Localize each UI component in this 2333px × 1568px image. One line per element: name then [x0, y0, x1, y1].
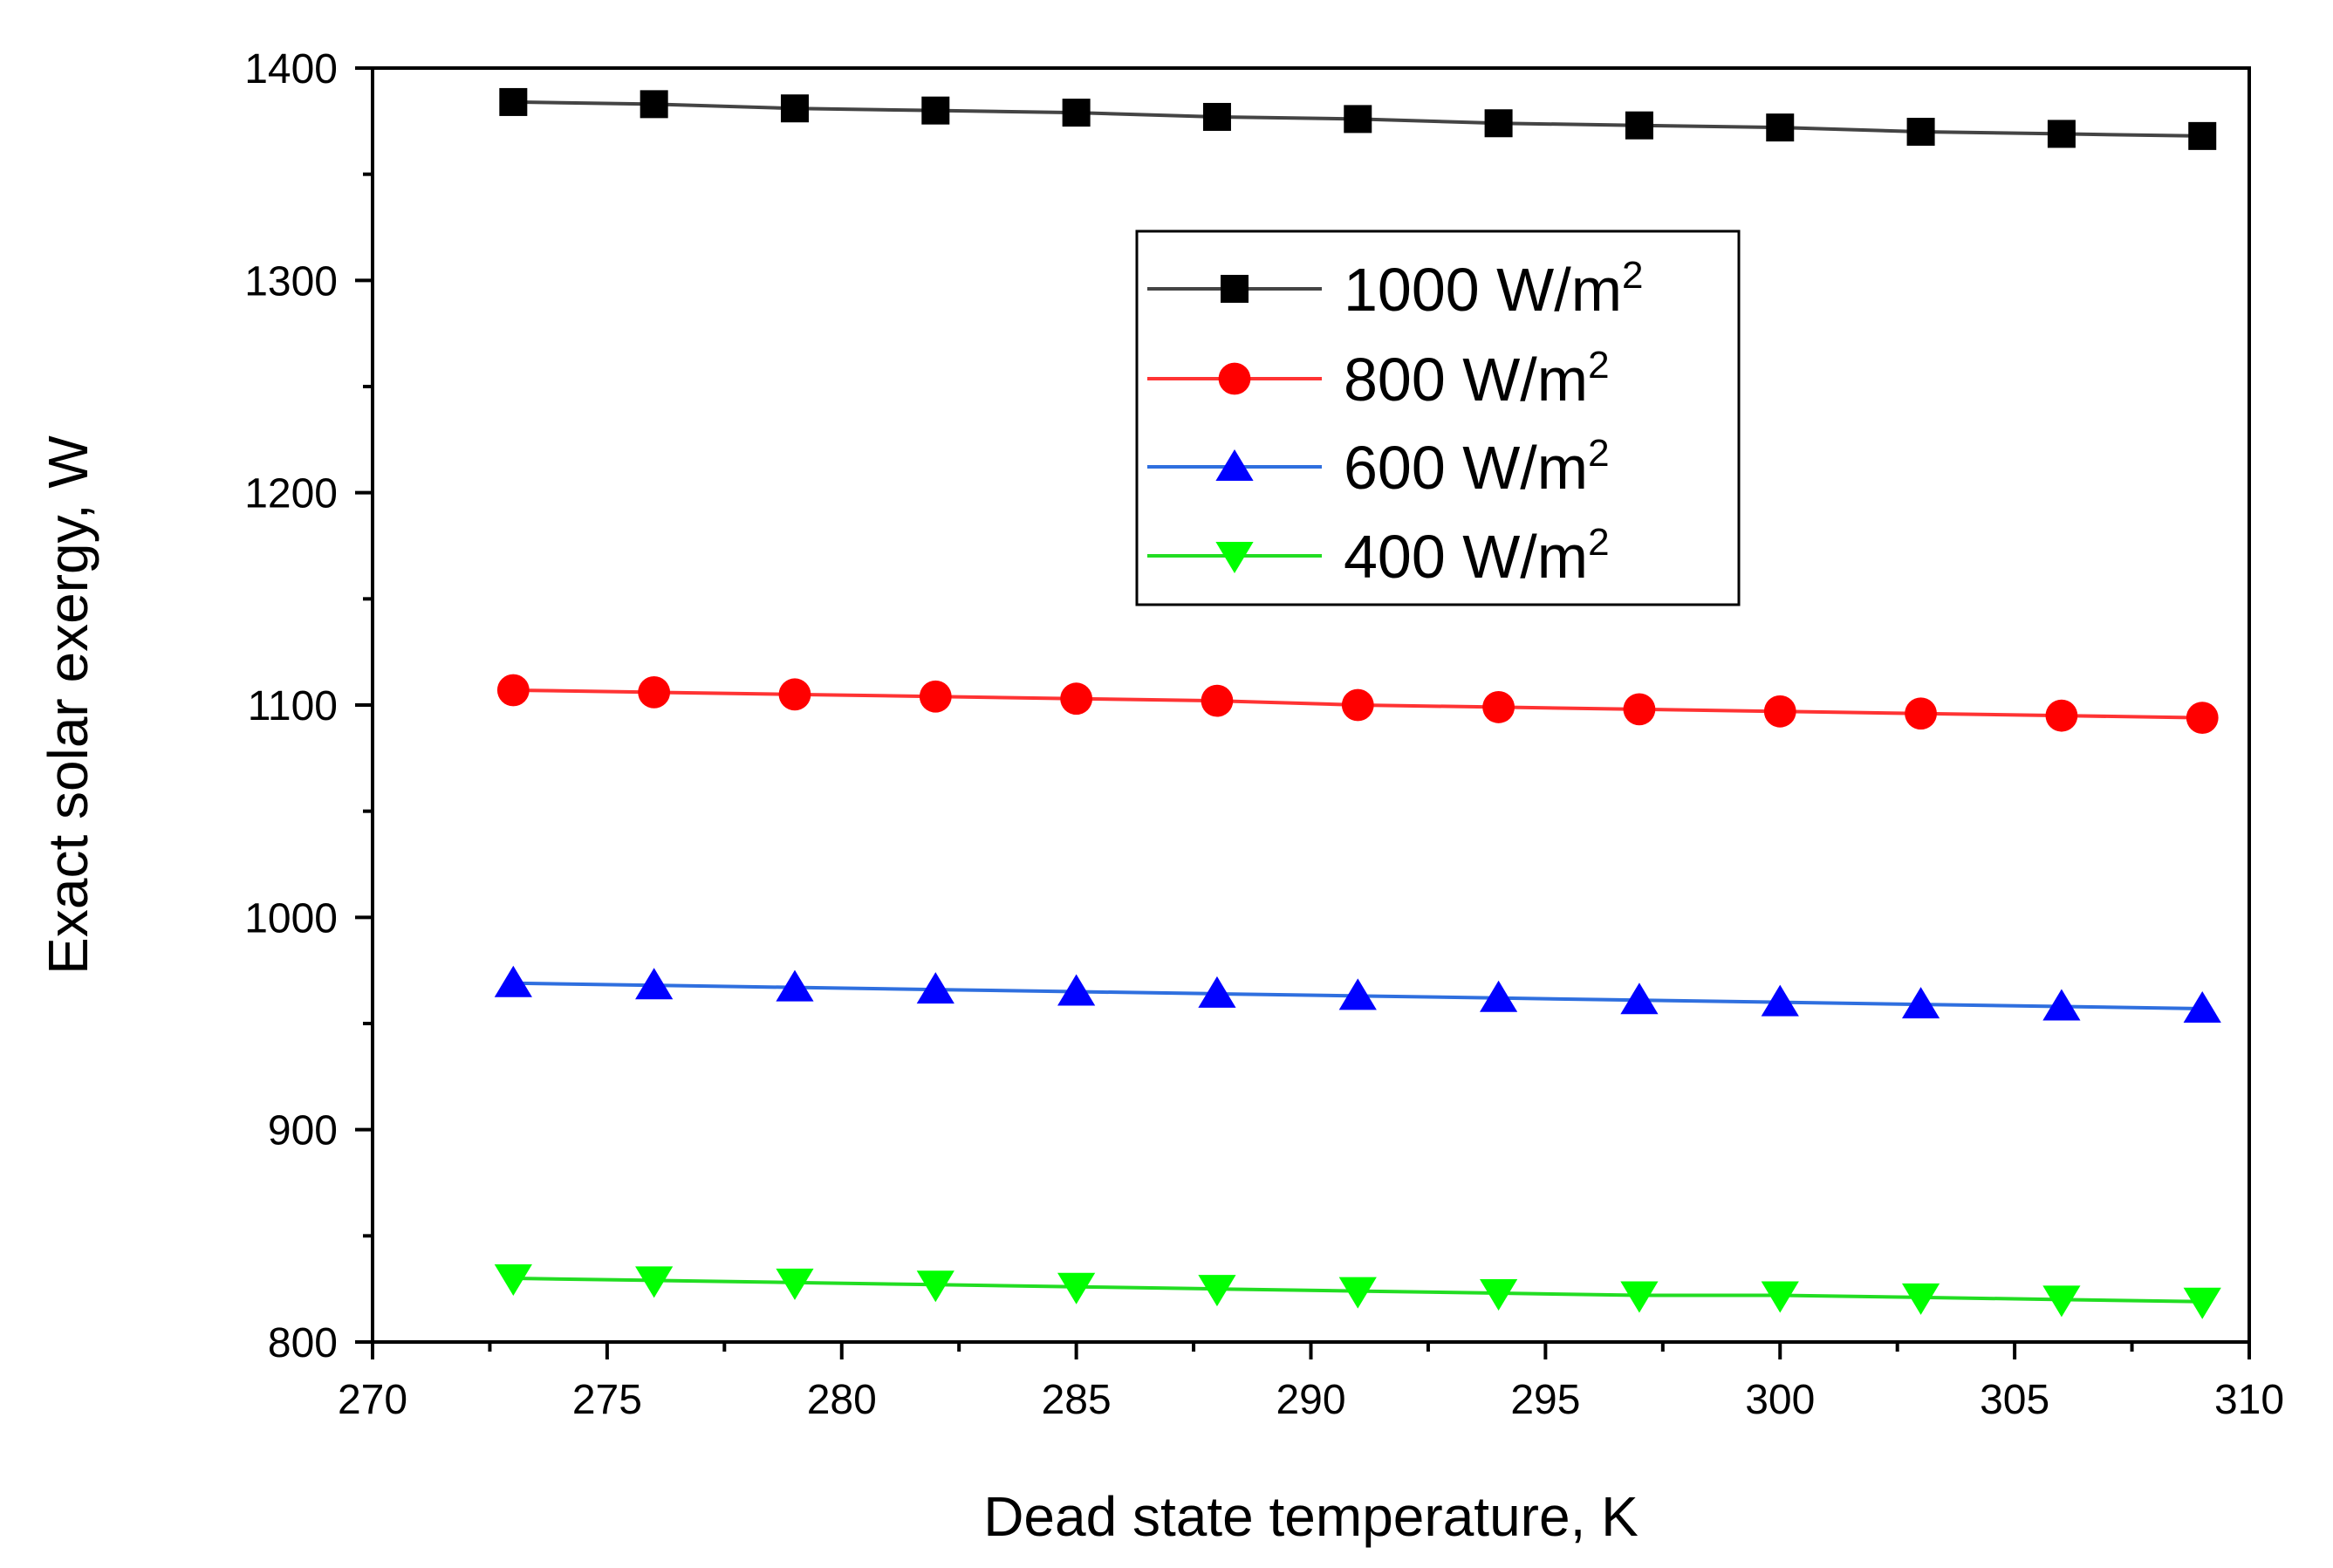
data-point [496, 674, 530, 707]
legend-label: 800 W/m2 [1344, 344, 1610, 414]
legend-label-text: 1000 W/m [1344, 256, 1622, 324]
x-tick-label: 290 [1276, 1377, 1345, 1423]
data-point [2047, 120, 2076, 148]
data-point [1620, 1281, 1659, 1313]
x-tick-label: 275 [572, 1377, 642, 1423]
legend-label: 1000 W/m2 [1344, 254, 1643, 324]
data-point [1906, 118, 1935, 146]
data-point [1062, 99, 1091, 127]
legend-label-text: 600 W/m [1344, 434, 1588, 502]
data-point [1766, 113, 1795, 142]
legend-item: 600 W/m2 [1147, 432, 1610, 502]
data-point [1338, 1277, 1377, 1309]
y-tick-label: 1000 [244, 895, 338, 941]
x-axis-title: Dead state temperature, K [983, 1485, 1639, 1548]
data-point [1057, 1272, 1096, 1304]
data-point [499, 87, 528, 116]
x-tick-label: 305 [1980, 1377, 2049, 1423]
data-point [635, 1266, 674, 1298]
series-1 [496, 674, 2219, 734]
data-point [2188, 121, 2217, 150]
data-point [2186, 702, 2219, 734]
data-point [1201, 684, 1234, 717]
data-point [638, 676, 671, 709]
legend-label-superscript: 2 [1588, 432, 1609, 475]
data-point [635, 968, 674, 1000]
legend-label-superscript: 2 [1588, 521, 1609, 564]
data-point [1482, 691, 1515, 723]
legend-label-superscript: 2 [1622, 254, 1643, 297]
data-point [1060, 682, 1093, 716]
data-point [776, 1268, 814, 1300]
plot-frame [371, 66, 2251, 1344]
x-tick-label: 285 [1042, 1377, 1112, 1423]
series-3 [494, 1264, 2221, 1319]
data-point [1338, 978, 1377, 1010]
data-point [916, 1270, 954, 1303]
data-point [2042, 1285, 2081, 1318]
data-point [2183, 1287, 2221, 1319]
data-point [2042, 989, 2081, 1021]
data-point [1198, 976, 1236, 1008]
legend-label: 600 W/m2 [1344, 432, 1610, 502]
legend-label: 400 W/m2 [1344, 521, 1610, 591]
x-tick-label: 300 [1745, 1377, 1815, 1423]
data-point [1625, 111, 1653, 140]
data-point [640, 90, 668, 119]
data-point [2045, 699, 2078, 732]
legend-label-text: 800 W/m [1344, 346, 1588, 414]
data-point [1623, 693, 1656, 726]
data-point [1901, 1283, 1940, 1315]
data-point [1901, 987, 1940, 1019]
data-point [1057, 974, 1096, 1006]
data-point [780, 94, 809, 123]
y-tick-label: 1100 [248, 683, 338, 729]
data-point [919, 680, 952, 713]
legend-label-superscript: 2 [1588, 344, 1609, 387]
data-point [1761, 984, 1799, 1017]
y-tick-label: 1300 [244, 258, 338, 305]
axes: 270 275 280 285 290 295 300 305 310 800 900 1000 110… [244, 46, 2284, 1423]
data-point [1484, 109, 1513, 138]
data-point [1763, 695, 1796, 728]
y-tick-label: 900 [268, 1108, 338, 1154]
legend-item: 1000 W/m2 [1147, 254, 1643, 324]
series-0 [499, 87, 2217, 150]
legend-marker [1215, 542, 1254, 573]
data-point [778, 678, 811, 711]
series-group [494, 87, 2221, 1319]
x-tick-label: 310 [2214, 1377, 2284, 1423]
x-tick-label: 295 [1510, 1377, 1580, 1423]
data-point [1344, 105, 1372, 134]
y-tick-label: 1400 [244, 46, 338, 92]
data-point [1198, 1275, 1236, 1307]
data-point [494, 965, 532, 997]
y-tick-label: 1200 [244, 471, 338, 517]
legend-item: 400 W/m2 [1147, 521, 1610, 591]
legend-marker [1215, 449, 1254, 481]
x-tick-label: 280 [807, 1377, 877, 1423]
data-point [1480, 980, 1518, 1012]
data-point [776, 969, 814, 1002]
data-point [494, 1264, 532, 1296]
data-point [2183, 990, 2221, 1023]
y-axis-title: Exact solar exergy, W [37, 435, 99, 975]
data-point [1202, 102, 1231, 131]
data-point [1620, 983, 1659, 1015]
data-point [916, 972, 954, 1004]
legend-item: 800 W/m2 [1147, 344, 1610, 414]
legend-marker [1218, 362, 1251, 395]
data-point [1905, 697, 1937, 730]
data-point [921, 96, 950, 125]
data-point [1761, 1281, 1799, 1313]
y-tick-label: 800 [268, 1320, 338, 1366]
legend-label-text: 400 W/m [1344, 523, 1588, 591]
data-point [1341, 688, 1374, 722]
series-2 [494, 965, 2221, 1023]
x-tick-label: 270 [338, 1377, 407, 1423]
data-point [1480, 1279, 1518, 1311]
legend-marker [1221, 275, 1249, 303]
